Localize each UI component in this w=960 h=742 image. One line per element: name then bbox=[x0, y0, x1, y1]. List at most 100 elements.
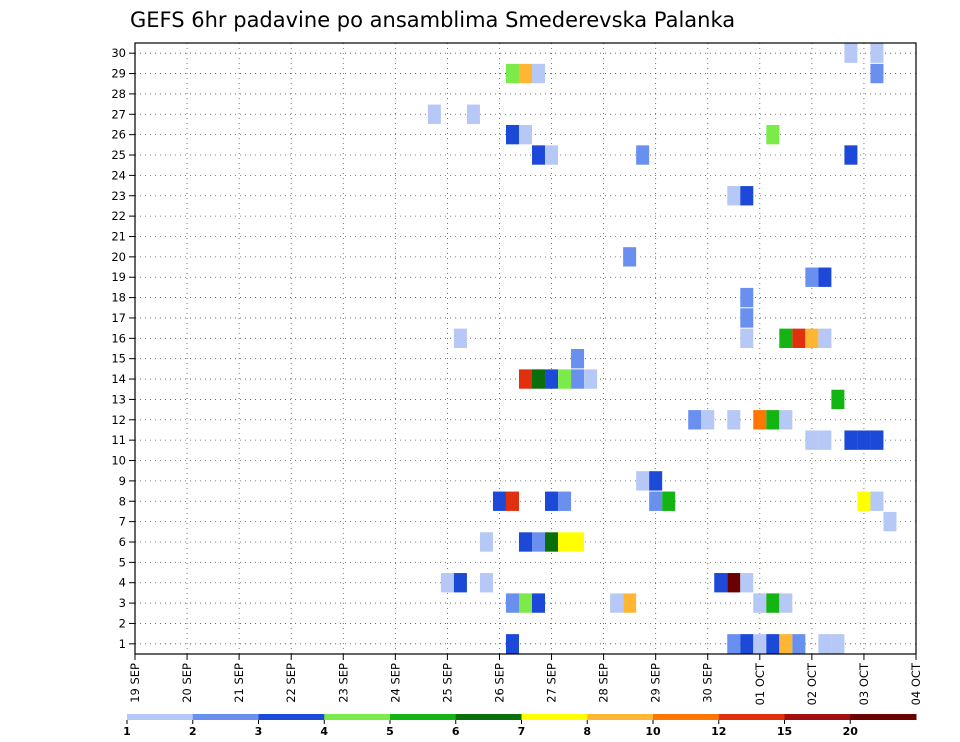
precip-cell bbox=[727, 634, 741, 654]
precip-cell bbox=[727, 410, 741, 430]
precip-cell bbox=[779, 328, 793, 348]
y-tick-label: 15 bbox=[111, 352, 126, 366]
precip-cell bbox=[779, 410, 793, 430]
legend-label: 8 bbox=[583, 725, 591, 738]
x-tick-label: 28 SEP bbox=[597, 663, 611, 703]
precip-cell bbox=[532, 145, 546, 165]
legend-label: 10 bbox=[645, 725, 661, 738]
precip-cell bbox=[870, 43, 884, 63]
y-tick-label: 20 bbox=[111, 250, 126, 264]
y-tick-label: 27 bbox=[111, 107, 126, 121]
legend-label: 15 bbox=[777, 725, 792, 738]
x-tick-label: 30 SEP bbox=[701, 663, 715, 703]
precip-cell bbox=[818, 328, 832, 348]
precip-cell bbox=[831, 389, 845, 410]
precip-cell bbox=[792, 328, 806, 348]
x-tick-label: 02 OCT bbox=[805, 662, 819, 705]
legend-swatch bbox=[587, 714, 654, 720]
precip-cell bbox=[805, 267, 819, 287]
precip-cell bbox=[857, 491, 871, 511]
legend-swatch bbox=[718, 714, 785, 720]
y-tick-label: 5 bbox=[119, 555, 126, 569]
y-tick-label: 11 bbox=[111, 433, 126, 447]
precip-cell bbox=[505, 593, 519, 613]
y-tick-label: 6 bbox=[119, 535, 126, 549]
y-tick-label: 17 bbox=[111, 311, 126, 325]
tick-layer: 1234567891011121314151617181920212223242… bbox=[111, 46, 923, 705]
precip-cell bbox=[558, 369, 572, 389]
precip-cell bbox=[558, 491, 572, 511]
precip-cell bbox=[571, 369, 585, 389]
precip-cell bbox=[518, 593, 533, 613]
legend-swatch bbox=[850, 714, 917, 720]
x-tick-label: 03 OCT bbox=[857, 662, 871, 705]
precip-cell bbox=[870, 491, 884, 511]
precip-cell bbox=[518, 532, 533, 552]
precip-cell bbox=[649, 491, 663, 511]
precip-cell bbox=[766, 124, 780, 145]
precip-cell bbox=[857, 430, 871, 450]
precip-cell bbox=[883, 511, 897, 532]
legend-label: 1 bbox=[123, 725, 131, 738]
y-tick-label: 23 bbox=[111, 189, 126, 203]
y-tick-label: 2 bbox=[119, 616, 126, 630]
precip-cell bbox=[610, 593, 624, 613]
precip-cell bbox=[818, 267, 832, 287]
precip-cell bbox=[427, 104, 441, 124]
precip-cell bbox=[532, 593, 546, 613]
y-tick-label: 18 bbox=[111, 291, 126, 305]
x-tick-label: 23 SEP bbox=[336, 663, 350, 703]
x-tick-label: 26 SEP bbox=[492, 663, 506, 703]
legend-label: 2 bbox=[189, 725, 197, 738]
legend-label: 20 bbox=[843, 725, 859, 738]
y-tick-label: 10 bbox=[111, 454, 126, 468]
y-tick-label: 3 bbox=[119, 596, 126, 610]
precip-cell bbox=[870, 430, 884, 450]
precip-cell bbox=[753, 410, 767, 430]
precip-cell bbox=[844, 145, 858, 165]
precip-cell bbox=[818, 430, 832, 450]
precip-cell bbox=[545, 532, 559, 552]
precip-cell bbox=[505, 491, 519, 511]
legend-label: 3 bbox=[255, 725, 263, 738]
precip-cell bbox=[532, 369, 546, 389]
legend-swatch bbox=[390, 714, 457, 720]
y-tick-label: 12 bbox=[111, 413, 126, 427]
x-tick-label: 04 OCT bbox=[909, 662, 923, 705]
precip-cell bbox=[870, 63, 884, 84]
precip-cell bbox=[479, 532, 493, 552]
x-tick-label: 21 SEP bbox=[232, 663, 246, 703]
y-tick-label: 21 bbox=[111, 229, 126, 243]
legend-label: 12 bbox=[711, 725, 726, 738]
precip-cell bbox=[545, 145, 559, 165]
precip-cell bbox=[740, 308, 754, 328]
y-tick-label: 7 bbox=[119, 515, 126, 529]
y-tick-label: 19 bbox=[111, 270, 126, 284]
precip-cell bbox=[701, 410, 715, 430]
precip-cell bbox=[636, 145, 650, 165]
y-tick-label: 30 bbox=[111, 46, 126, 60]
precip-cell bbox=[545, 491, 559, 511]
precip-cell bbox=[466, 104, 480, 124]
legend-label: 6 bbox=[452, 725, 460, 738]
legend-swatch bbox=[258, 714, 325, 720]
x-tick-label: 27 SEP bbox=[545, 663, 559, 703]
precip-cell bbox=[766, 410, 780, 430]
precip-cell bbox=[727, 573, 741, 593]
precip-cell bbox=[440, 573, 454, 593]
precip-cell bbox=[740, 634, 754, 654]
precip-cell bbox=[805, 328, 819, 348]
precip-cell bbox=[727, 186, 741, 206]
precip-cell bbox=[766, 634, 780, 654]
x-tick-label: 25 SEP bbox=[440, 663, 454, 703]
y-tick-label: 13 bbox=[111, 392, 126, 406]
legend-swatch bbox=[653, 714, 720, 720]
precip-cell bbox=[505, 63, 519, 84]
precip-cell bbox=[766, 593, 780, 613]
legend-label: 5 bbox=[386, 725, 394, 738]
y-tick-label: 29 bbox=[111, 67, 126, 81]
y-tick-label: 9 bbox=[119, 474, 126, 488]
precip-cell bbox=[505, 634, 519, 654]
plot-frame bbox=[134, 42, 917, 655]
